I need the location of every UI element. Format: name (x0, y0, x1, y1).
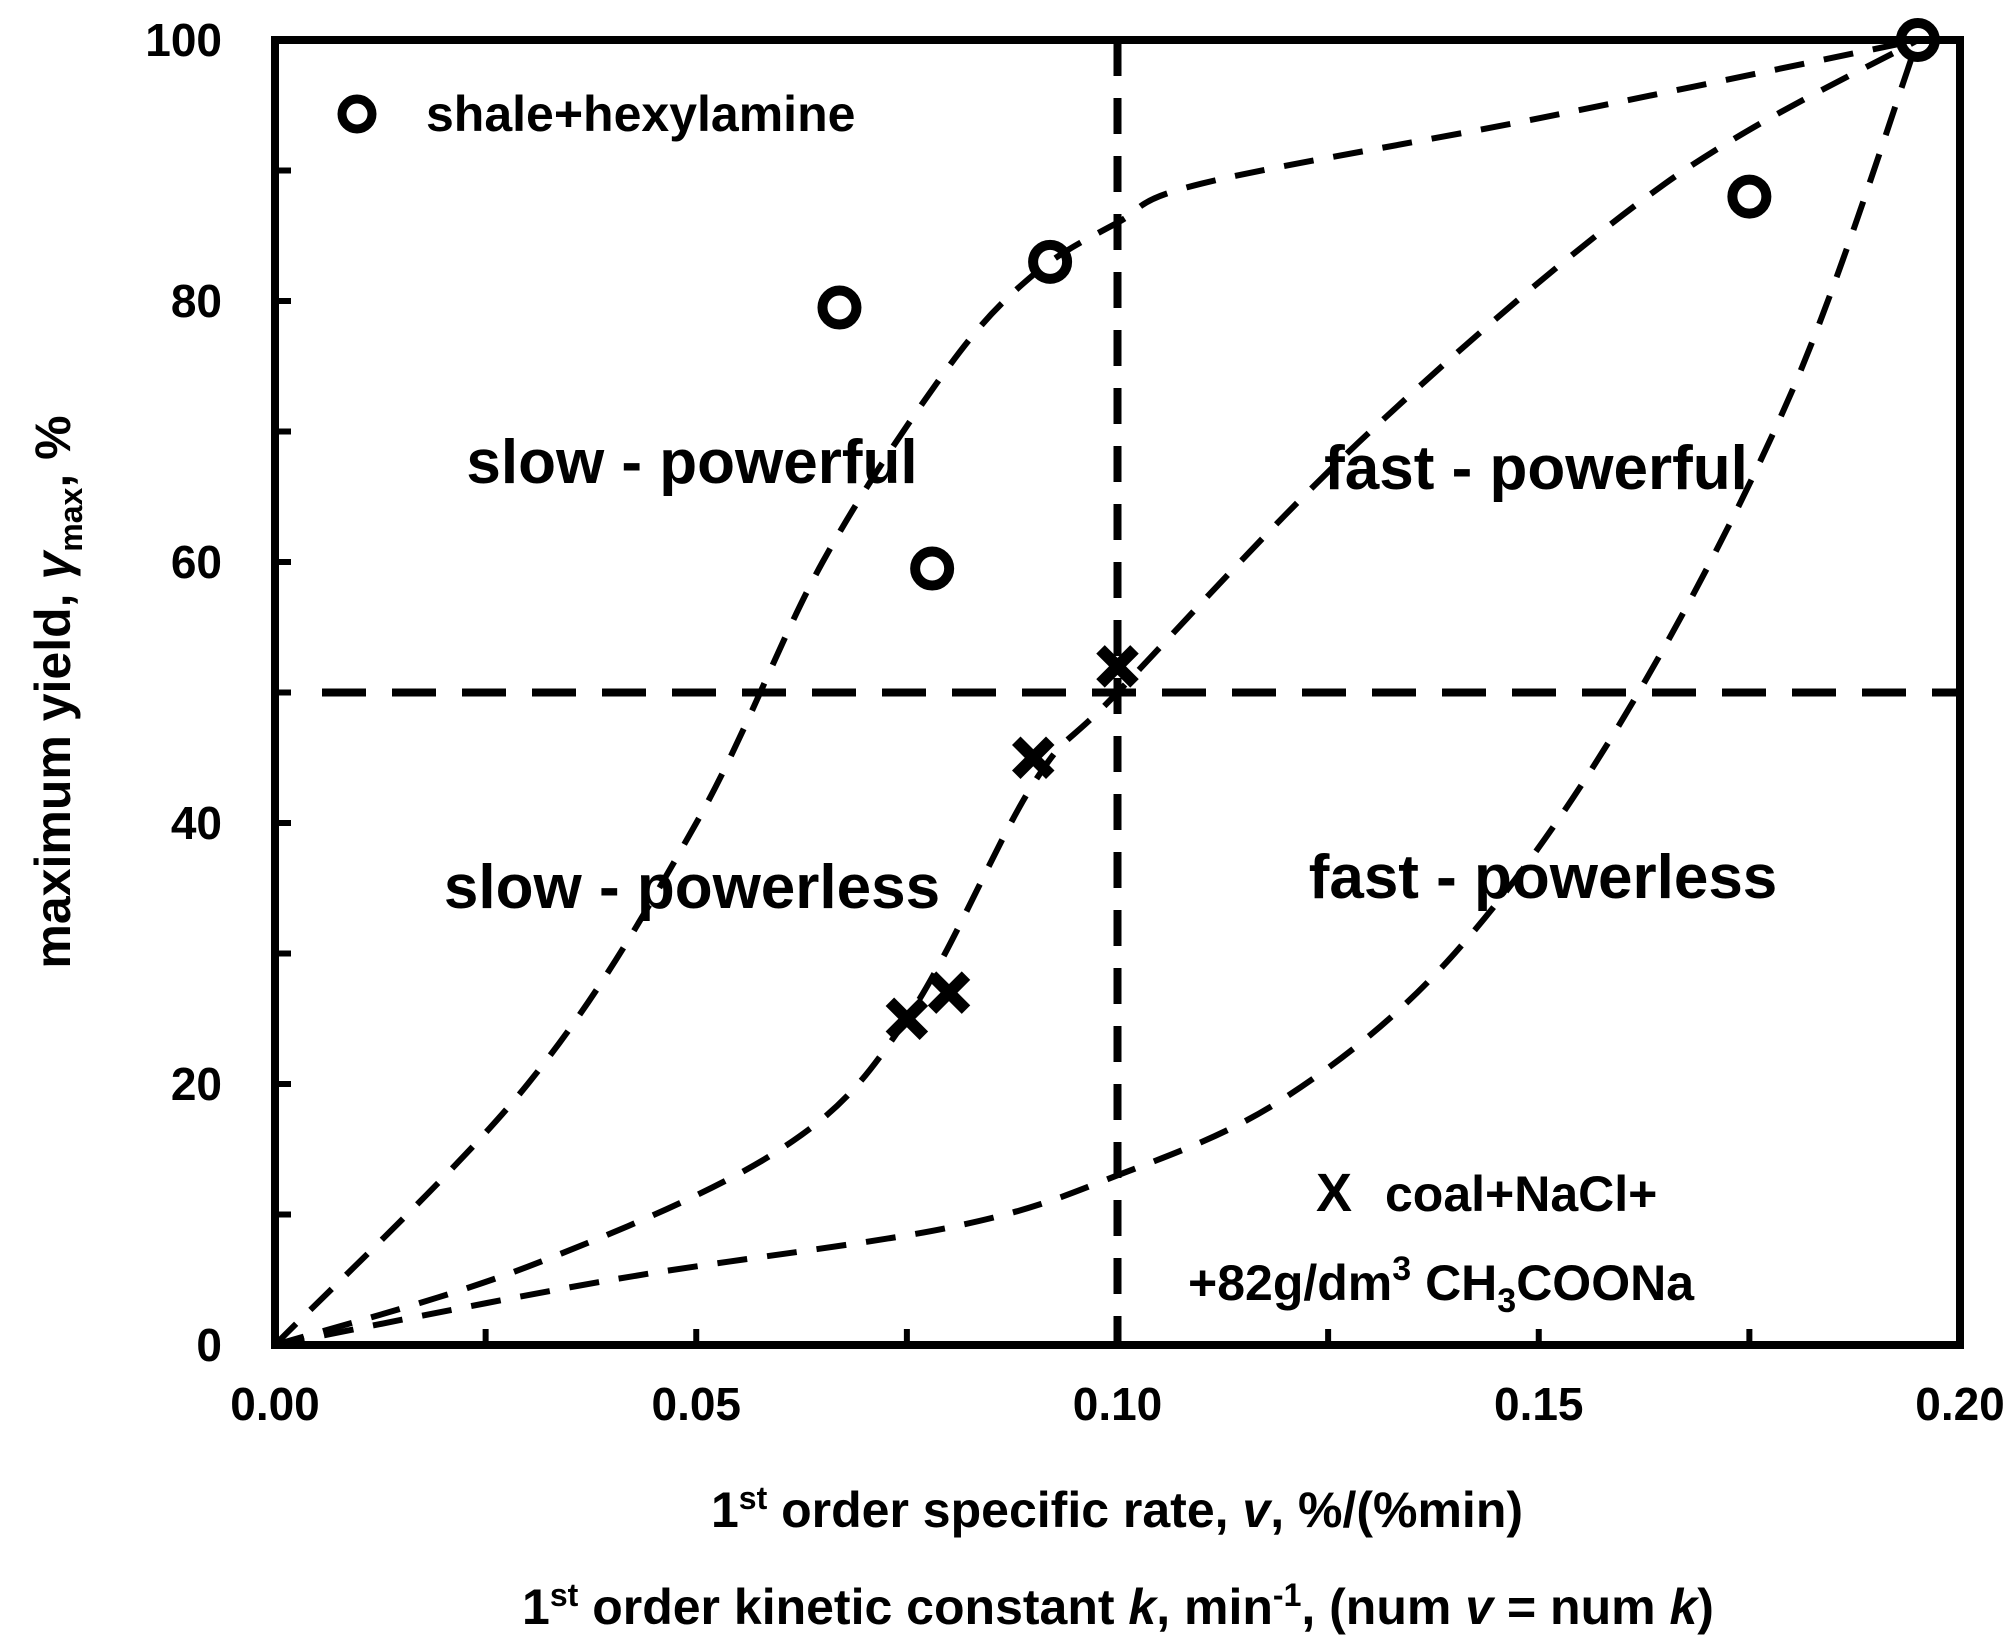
x-axis-ticks: 0.00 0.05 0.10 0.15 0.20 (230, 1329, 2005, 1430)
x-tick-label: 0.15 (1494, 1378, 1584, 1430)
x-tick-label: 0.20 (1915, 1378, 2005, 1430)
y-axis-ticks: 0 20 40 60 80 100 (145, 14, 291, 1371)
legend-x-marker-icon: X (1316, 1163, 1352, 1223)
y-tick-label: 100 (145, 14, 222, 66)
region-label-fast-powerless: fast - powerless (1309, 843, 1778, 912)
data-point-x (885, 997, 929, 1040)
data-point-circle (1895, 18, 1940, 62)
y-tick-label: 0 (196, 1319, 222, 1371)
data-point-x (927, 971, 971, 1014)
x-axis-secondary-label: 1st order kinetic constant k, min-1, (nu… (522, 1577, 1714, 1635)
data-point-x-stroke (885, 997, 929, 1040)
region-label-slow-powerless: slow - powerless (444, 853, 940, 922)
legend-circle-marker-icon (337, 94, 377, 134)
y-tick-label: 80 (171, 275, 222, 327)
legend-coal-label-line2: +82g/dm3 CH3COONa (1188, 1250, 1695, 1320)
data-point-circle (817, 285, 862, 330)
data-point-x-stroke (1012, 736, 1055, 779)
guide-curve-3 (274, 38, 1921, 1348)
data-point-x (1012, 736, 1055, 779)
region-label-slow-powerful: slow - powerful (466, 428, 917, 497)
data-point-x-stroke (1096, 645, 1139, 688)
data-markers (817, 18, 1940, 1040)
guide-curve-1 (272, 37, 1919, 1348)
y-axis-label: maximum yield, γmax, % (25, 415, 89, 968)
legend-shale: shale+hexylamine (337, 86, 855, 142)
data-point-circle (910, 546, 955, 591)
data-point-circle (1727, 174, 1772, 219)
x-tick-label: 0.05 (651, 1378, 741, 1430)
region-label-fast-powerful: fast - powerful (1324, 434, 1748, 503)
y-tick-label: 20 (171, 1058, 222, 1110)
data-point-circle (1028, 239, 1073, 284)
data-point-x-stroke (927, 971, 971, 1014)
legend-coal: X coal+NaCl+ +82g/dm3 CH3COONa (1188, 1163, 1695, 1320)
data-point-x (1096, 645, 1139, 688)
x-axis-label: 1st order specific rate, v, %/(%min) (711, 1480, 1523, 1538)
y-tick-label: 40 (171, 797, 222, 849)
x-tick-label: 0.00 (230, 1378, 320, 1430)
legend-shale-label: shale+hexylamine (426, 86, 855, 142)
x-tick-label: 0.10 (1073, 1378, 1163, 1430)
y-tick-label: 60 (171, 536, 222, 588)
legend-coal-label: coal+NaCl+ (1385, 1166, 1657, 1222)
